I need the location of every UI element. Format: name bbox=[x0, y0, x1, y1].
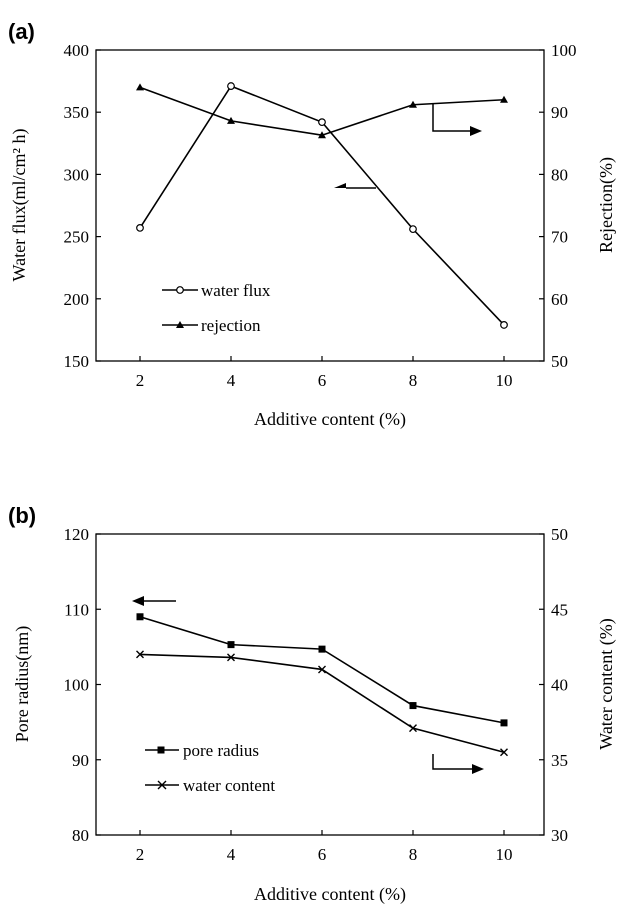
panel-b-left-tick-label: 110 bbox=[64, 600, 89, 619]
panel-b-point-water-content bbox=[409, 724, 417, 733]
panel-a-right-tick-label: 100 bbox=[551, 41, 577, 60]
panel-b-point-pore-radius bbox=[136, 613, 144, 621]
panel-b-left-tick-label: 80 bbox=[72, 826, 89, 845]
panel-a-x-tick-label: 10 bbox=[496, 371, 513, 390]
panel-a-right-axis-arrowhead bbox=[470, 126, 482, 136]
panel-a-right-axis-arrow bbox=[432, 104, 470, 132]
legend-water-flux-marker bbox=[176, 286, 184, 294]
panel-a-point-rejection bbox=[500, 95, 508, 103]
panel-a-x-axis-title: Additive content (%) bbox=[254, 409, 406, 430]
panel-a-point-water-flux bbox=[318, 118, 326, 127]
panel-a-left-tick-label: 300 bbox=[64, 165, 90, 184]
panel-b-x-tick-label: 2 bbox=[136, 845, 145, 864]
panel-b-x-tick-label: 10 bbox=[496, 845, 513, 864]
panel-b-right-tick-label: 30 bbox=[551, 826, 568, 845]
panel-a-series-rejection-line bbox=[139, 86, 505, 137]
panel-b-point-pore-radius bbox=[409, 702, 417, 710]
panel-b-right-axis-arrow bbox=[432, 754, 472, 770]
panel-b-left-axis-arrowhead bbox=[132, 596, 144, 606]
panel-a-x-tick-label: 8 bbox=[409, 371, 418, 390]
panel-b-right-tick-label: 45 bbox=[551, 600, 568, 619]
legend-pore-radius-label: pore radius bbox=[183, 741, 259, 760]
panel-b-point-water-content bbox=[227, 653, 235, 662]
panel-b-right-axis-arrowhead bbox=[472, 764, 484, 774]
panel-a-x-tick-label: 6 bbox=[318, 371, 327, 390]
panel-a-marks: 2 4 6 8 10 150 200 250 300 350 400 50 60 70 80 90 100 bbox=[64, 41, 577, 390]
panel-b-right-tick-label: 35 bbox=[551, 751, 568, 770]
panel-b-right-axis-title: Water content (%) bbox=[596, 618, 617, 749]
panel-b-left-tick-label: 90 bbox=[72, 751, 89, 770]
panel-b-right-tick-label: 50 bbox=[551, 525, 568, 544]
panel-a-right-tick-label: 90 bbox=[551, 103, 568, 122]
panel-a-left-tick-label: 350 bbox=[64, 103, 90, 122]
panel-a-left-tick-label: 150 bbox=[64, 352, 90, 371]
panel-a-left-axis-arrowhead bbox=[334, 183, 346, 188]
panel-a-point-water-flux bbox=[409, 225, 417, 234]
panel-a-point-rejection bbox=[227, 116, 235, 124]
panel-a-left-tick-label: 250 bbox=[64, 228, 90, 247]
panel-a-point-rejection bbox=[136, 83, 144, 91]
panel-a-x-tick-label: 4 bbox=[227, 371, 236, 390]
panel-a-x-tick-label: 2 bbox=[136, 371, 145, 390]
panel-b-left-tick-label: 100 bbox=[64, 676, 90, 695]
panel-b-point-pore-radius bbox=[318, 645, 326, 653]
panel-b-point-pore-radius bbox=[500, 719, 508, 727]
panel-b-left-tick-label: 120 bbox=[64, 525, 90, 544]
panel-a-point-water-flux bbox=[227, 82, 235, 90]
panel-b-left-axis-title: Pore radius(nm) bbox=[12, 626, 33, 742]
panel-a-right-axis-title: Rejection(%) bbox=[596, 157, 617, 253]
panel-b-point-water-content bbox=[500, 748, 508, 757]
panel-b-chart: (b) Additive content (%) Pore radius(nm)… bbox=[8, 503, 617, 905]
panel-b-marks: 2 4 6 8 10 80 90 100 110 120 30 35 40 45 50 bbox=[64, 525, 569, 864]
panel-a-left-tick-label: 200 bbox=[64, 290, 90, 309]
legend-water-content-label: water content bbox=[183, 776, 275, 795]
legend-water-flux-label: water flux bbox=[201, 281, 271, 300]
panel-a-right-tick-label: 70 bbox=[551, 228, 568, 247]
panel-a-point-water-flux bbox=[136, 223, 144, 232]
legend-rejection-label: rejection bbox=[201, 316, 261, 335]
panel-a-right-tick-label: 60 bbox=[551, 290, 568, 309]
panel-a-left-axis-title: Water flux(ml/cm² h) bbox=[9, 129, 30, 282]
panel-a-legend: water flux rejection bbox=[162, 281, 271, 335]
panel-a-left-tick-label: 400 bbox=[64, 41, 90, 60]
panel-a-point-rejection bbox=[409, 100, 417, 108]
panel-a-chart: (a) Additive content (%) Water flux(ml/c… bbox=[8, 19, 617, 430]
panel-a-point-water-flux bbox=[500, 321, 508, 329]
panel-b-label: (b) bbox=[8, 503, 36, 528]
panel-b-point-water-content bbox=[136, 650, 144, 659]
legend-water-content-marker bbox=[157, 780, 167, 790]
panel-a-plot-frame bbox=[95, 49, 545, 362]
panel-b-x-tick-label: 8 bbox=[409, 845, 418, 864]
legend-pore-radius-marker bbox=[157, 746, 165, 754]
panel-a-label: (a) bbox=[8, 19, 35, 44]
panel-a-point-rejection bbox=[318, 131, 326, 139]
panel-b-x-axis-title: Additive content (%) bbox=[254, 884, 406, 905]
panel-b-point-water-content bbox=[318, 665, 326, 674]
panel-b-plot-frame bbox=[95, 533, 545, 836]
legend-rejection-marker bbox=[176, 321, 184, 328]
panel-b-right-tick-label: 40 bbox=[551, 676, 568, 695]
panel-b-legend: pore radius water content bbox=[145, 741, 275, 795]
panel-b-x-tick-label: 4 bbox=[227, 845, 236, 864]
panel-b-x-tick-label: 6 bbox=[318, 845, 327, 864]
panel-a-right-tick-label: 80 bbox=[551, 165, 568, 184]
panel-b-point-pore-radius bbox=[227, 641, 235, 649]
panel-a-right-tick-label: 50 bbox=[551, 352, 568, 371]
